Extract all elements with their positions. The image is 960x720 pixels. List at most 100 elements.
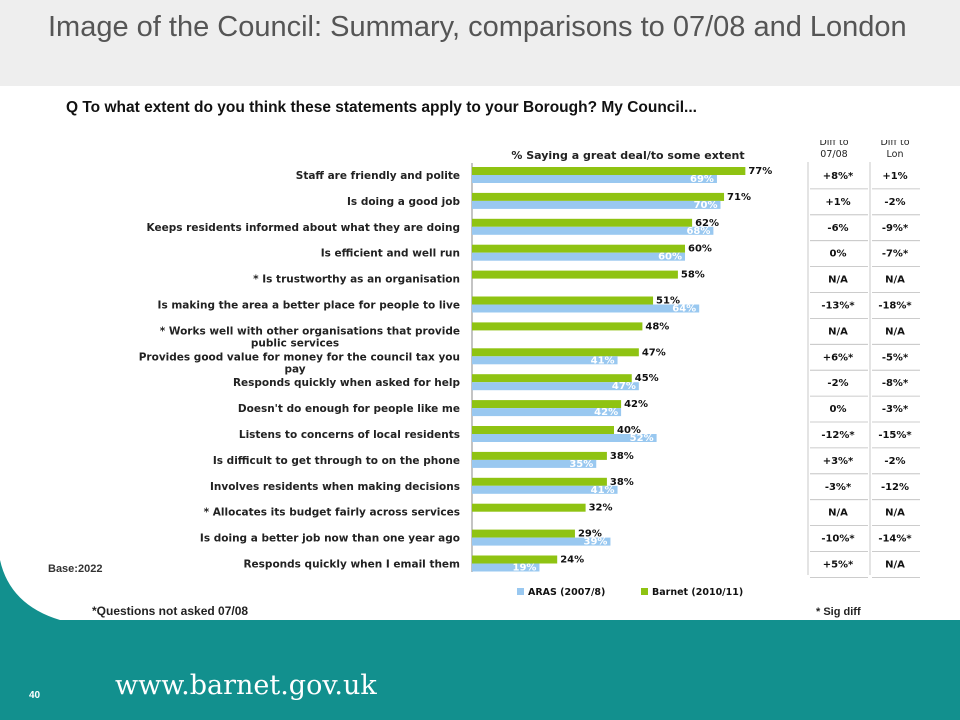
barnet-data-label: 58% [681,270,705,281]
page-number: 40 [29,690,41,701]
legend-swatch-aras [517,588,524,595]
aras-bar [472,382,639,391]
diff-lon-value: -8%* [882,378,909,389]
barnet-data-label: 48% [645,321,669,332]
diff-0708-header-line1: Diff to [819,140,848,148]
category-label: Involves residents when making decisions [210,481,460,493]
category-label: * Is trustworthy as an organisation [253,274,460,286]
aras-bar [472,175,717,183]
aras-bar [472,459,597,468]
aras-data-label: 69% [690,174,714,185]
category-label: Is difficult to get through to on the ph… [213,455,460,467]
diff-lon-value: -18%* [878,301,912,312]
aras-data-label: 42% [594,407,618,418]
barnet-data-label: 24% [560,555,584,566]
category-label: Is doing a good job [347,196,460,208]
barnet-bar [472,374,632,383]
barnet-data-label: 60% [688,244,712,255]
aras-data-label: 52% [630,433,654,444]
base-label: Base:2022 [48,563,103,575]
diff-lon-value: N/A [885,275,905,286]
sig-diff-note: * Sig diff [816,606,861,618]
barnet-bar [472,192,725,201]
barnet-bar [472,322,643,331]
footer-url[interactable]: www.barnet.gov.uk [115,670,377,701]
aras-bar [472,434,657,442]
aras-data-label: 39% [584,537,608,548]
category-label: Doesn't do enough for people like me [238,403,460,415]
barnet-data-label: 29% [578,529,602,540]
diff-0708-value: 0% [830,249,847,260]
category-label: Responds quickly when asked for help [233,377,461,389]
aras-data-label: 41% [591,355,615,366]
diff-lon-header-line2: Lon [887,149,904,160]
barnet-bar [472,555,558,564]
aras-data-label: 60% [658,252,682,263]
aras-bar [472,408,622,417]
diff-lon-value: -15%* [878,430,912,441]
barnet-data-label: 77% [748,166,772,177]
chart-title: % Saying a great deal/to some extent [511,149,744,162]
footer-band [0,620,960,720]
barnet-bar [472,244,685,253]
title-band [0,0,960,86]
category-label: * Allocates its budget fairly across ser… [204,507,460,519]
aras-data-label: 41% [591,485,615,496]
aras-bar [472,563,540,572]
barnet-bar [472,218,693,227]
diff-0708-value: -13%* [821,301,855,312]
footer-curve [0,560,60,620]
not-asked-note: *Questions not asked 07/08 [92,604,249,618]
diff-0708-value: N/A [828,326,848,337]
aras-bar [472,200,721,209]
diff-lon-value: N/A [885,326,905,337]
diff-0708-value: -10%* [821,534,855,545]
diff-0708-value: -6% [827,223,848,234]
aras-data-label: 19% [513,563,537,574]
diff-lon-value: -2% [884,197,905,208]
category-label: * Works well with other organisations th… [160,325,460,337]
diff-0708-value: N/A [828,275,848,286]
barnet-data-label: 32% [589,503,613,514]
category-label: public services [251,337,339,349]
diff-0708-value: N/A [828,508,848,519]
category-label: Listens to concerns of local residents [239,429,460,441]
legend-label-aras: ARAS (2007/8) [528,587,605,598]
category-label: Is efficient and well run [321,248,460,260]
barnet-bar [472,451,607,460]
barnet-data-label: 71% [727,192,751,203]
barnet-data-label: 38% [610,477,634,488]
barnet-bar [472,270,678,279]
barnet-data-label: 40% [617,425,641,436]
diff-lon-value: -3%* [882,404,909,415]
barnet-data-label: 47% [642,347,666,358]
barnet-bar [472,529,575,538]
diff-lon-value: -5%* [882,352,909,363]
barnet-bar [472,503,586,512]
aras-data-label: 47% [612,381,636,392]
barnet-data-label: 51% [656,296,680,307]
diff-0708-value: -2% [827,378,848,389]
barnet-data-label: 38% [610,451,634,462]
aras-bar [472,226,714,235]
barnet-bar [472,296,654,305]
diff-lon-value: N/A [885,560,905,571]
category-label: pay [284,363,305,375]
aras-data-label: 70% [694,200,718,211]
diff-lon-value: -2% [884,456,905,467]
aras-bar [472,356,618,365]
aras-data-label: 35% [569,459,593,470]
diff-lon-value: -14%* [878,534,912,545]
diff-0708-header-line2: 07/08 [820,149,847,160]
barnet-data-label: 45% [635,373,659,384]
diff-0708-value: +1% [825,197,850,208]
diff-lon-value: N/A [885,508,905,519]
barnet-bar [472,348,639,357]
diff-0708-value: +6%* [823,352,854,363]
question-text: Q To what extent do you think these stat… [66,99,697,116]
diff-0708-value: 0% [830,404,847,415]
barnet-bar [472,426,614,434]
diff-lon-value: -12% [881,482,909,493]
diff-lon-header-line1: Diff to [880,140,909,148]
slide-title: Image of the Council: Summary, compariso… [48,11,907,43]
